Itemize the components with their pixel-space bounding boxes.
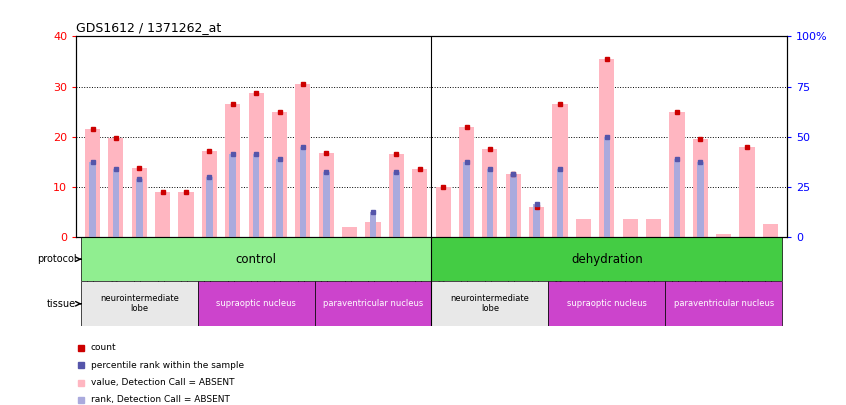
Bar	[389, 154, 404, 237]
Bar	[365, 222, 381, 237]
Bar	[669, 112, 684, 237]
Bar	[319, 153, 334, 237]
Bar	[529, 207, 544, 237]
Bar	[506, 174, 521, 237]
Bar	[85, 129, 100, 237]
Bar	[763, 224, 778, 237]
Bar	[623, 220, 638, 237]
Bar	[277, 159, 283, 237]
Text: supraoptic nucleus: supraoptic nucleus	[217, 299, 296, 308]
Text: supraoptic nucleus: supraoptic nucleus	[567, 299, 646, 308]
Bar	[342, 227, 357, 237]
Bar	[533, 205, 540, 237]
Bar	[486, 169, 493, 237]
Bar	[315, 281, 431, 326]
Bar	[206, 177, 212, 237]
Text: value, Detection Call = ABSENT: value, Detection Call = ABSENT	[91, 378, 234, 387]
Bar	[198, 281, 315, 326]
Bar	[665, 281, 782, 326]
Bar	[431, 281, 548, 326]
Bar	[108, 138, 124, 237]
Bar	[295, 84, 310, 237]
Text: paraventricular nucleus: paraventricular nucleus	[323, 299, 423, 308]
Text: paraventricular nucleus: paraventricular nucleus	[673, 299, 774, 308]
Bar	[431, 237, 782, 281]
Text: GDS1612 / 1371262_at: GDS1612 / 1371262_at	[76, 21, 222, 34]
Bar	[136, 179, 142, 237]
Text: tissue: tissue	[47, 299, 76, 309]
Bar	[482, 149, 497, 237]
Bar	[179, 192, 194, 237]
Bar	[81, 281, 198, 326]
Bar	[155, 192, 170, 237]
Text: percentile rank within the sample: percentile rank within the sample	[91, 361, 244, 370]
Bar	[646, 220, 661, 237]
Text: neurointermediate
lobe: neurointermediate lobe	[450, 294, 530, 313]
Bar	[552, 104, 568, 237]
Bar	[229, 154, 236, 237]
Bar	[323, 172, 330, 237]
Bar	[272, 112, 287, 237]
Bar	[202, 151, 217, 237]
Bar	[576, 220, 591, 237]
Bar	[510, 174, 517, 237]
Bar	[253, 154, 260, 237]
Bar	[113, 169, 119, 237]
Bar	[132, 168, 147, 237]
Bar	[464, 162, 470, 237]
Text: dehydration: dehydration	[571, 253, 643, 266]
Bar	[299, 147, 306, 237]
Bar	[693, 139, 708, 237]
Bar	[81, 237, 431, 281]
Bar	[557, 169, 563, 237]
Bar	[225, 104, 240, 237]
Bar	[370, 212, 376, 237]
Bar	[436, 187, 451, 237]
Text: control: control	[236, 253, 277, 266]
Text: neurointermediate
lobe: neurointermediate lobe	[100, 294, 179, 313]
Bar	[697, 162, 704, 237]
Bar	[249, 93, 264, 237]
Text: protocol: protocol	[36, 254, 76, 264]
Bar	[459, 127, 474, 237]
Bar	[393, 172, 399, 237]
Bar	[548, 281, 665, 326]
Bar	[412, 169, 427, 237]
Text: rank, Detection Call = ABSENT: rank, Detection Call = ABSENT	[91, 395, 230, 404]
Bar	[603, 137, 610, 237]
Bar	[89, 162, 96, 237]
Bar	[716, 234, 731, 237]
Bar	[599, 59, 614, 237]
Text: count: count	[91, 343, 117, 352]
Bar	[673, 159, 680, 237]
Bar	[739, 147, 755, 237]
